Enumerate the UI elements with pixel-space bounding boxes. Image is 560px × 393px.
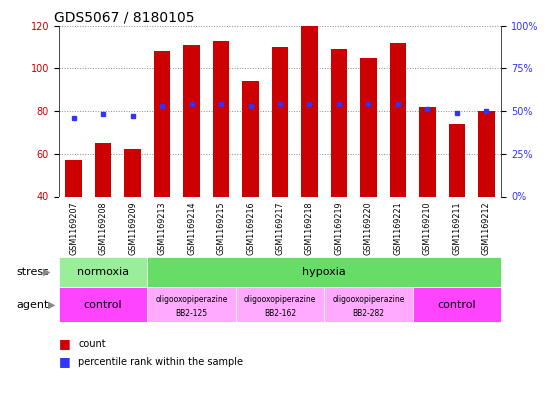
Bar bbox=[413, 287, 501, 322]
Text: GSM1169214: GSM1169214 bbox=[187, 201, 196, 255]
Text: GSM1169212: GSM1169212 bbox=[482, 201, 491, 255]
Text: oligooxopiperazine: oligooxopiperazine bbox=[332, 295, 405, 304]
Text: agent: agent bbox=[17, 299, 49, 310]
Text: oligooxopiperazine: oligooxopiperazine bbox=[155, 295, 228, 304]
Text: GSM1169211: GSM1169211 bbox=[452, 201, 461, 255]
Text: GSM1169209: GSM1169209 bbox=[128, 201, 137, 255]
Text: GDS5067 / 8180105: GDS5067 / 8180105 bbox=[54, 10, 195, 24]
Bar bbox=[147, 287, 236, 322]
Text: normoxia: normoxia bbox=[77, 267, 129, 277]
Text: GSM1169220: GSM1169220 bbox=[364, 201, 373, 255]
Bar bbox=[449, 124, 465, 196]
Bar bbox=[361, 58, 376, 196]
Text: GSM1169219: GSM1169219 bbox=[334, 201, 343, 255]
Text: BB2-125: BB2-125 bbox=[175, 309, 208, 318]
Text: GSM1169210: GSM1169210 bbox=[423, 201, 432, 255]
Text: GSM1169221: GSM1169221 bbox=[394, 201, 403, 255]
Bar bbox=[236, 287, 324, 322]
Bar bbox=[124, 149, 141, 196]
Bar bbox=[331, 49, 347, 196]
Bar bbox=[390, 42, 406, 196]
Text: GSM1169215: GSM1169215 bbox=[217, 201, 226, 255]
Bar bbox=[478, 111, 494, 196]
Text: ■: ■ bbox=[59, 337, 71, 351]
Bar bbox=[154, 51, 170, 196]
Text: GSM1169217: GSM1169217 bbox=[276, 201, 284, 255]
Text: ▶: ▶ bbox=[43, 267, 50, 277]
Bar bbox=[184, 45, 199, 196]
Text: GSM1169218: GSM1169218 bbox=[305, 201, 314, 255]
Bar bbox=[242, 81, 259, 196]
Text: ■: ■ bbox=[59, 355, 71, 368]
Text: percentile rank within the sample: percentile rank within the sample bbox=[78, 356, 244, 367]
Text: BB2-282: BB2-282 bbox=[352, 309, 385, 318]
Bar bbox=[66, 160, 82, 196]
Bar bbox=[213, 40, 229, 196]
Bar bbox=[59, 287, 147, 322]
Text: GSM1169207: GSM1169207 bbox=[69, 201, 78, 255]
Bar bbox=[301, 26, 318, 196]
Text: hypoxia: hypoxia bbox=[302, 267, 346, 277]
Text: control: control bbox=[438, 299, 476, 310]
Bar bbox=[324, 287, 413, 322]
Bar bbox=[147, 257, 501, 287]
Text: stress: stress bbox=[17, 267, 50, 277]
Bar bbox=[419, 107, 436, 196]
Bar bbox=[272, 47, 288, 196]
Text: ▶: ▶ bbox=[48, 299, 56, 310]
Text: oligooxopiperazine: oligooxopiperazine bbox=[244, 295, 316, 304]
Text: GSM1169208: GSM1169208 bbox=[99, 201, 108, 255]
Text: GSM1169213: GSM1169213 bbox=[157, 201, 166, 255]
Bar bbox=[95, 143, 111, 196]
Text: count: count bbox=[78, 339, 106, 349]
Text: control: control bbox=[84, 299, 122, 310]
Text: BB2-162: BB2-162 bbox=[264, 309, 296, 318]
Text: GSM1169216: GSM1169216 bbox=[246, 201, 255, 255]
Bar bbox=[59, 257, 147, 287]
